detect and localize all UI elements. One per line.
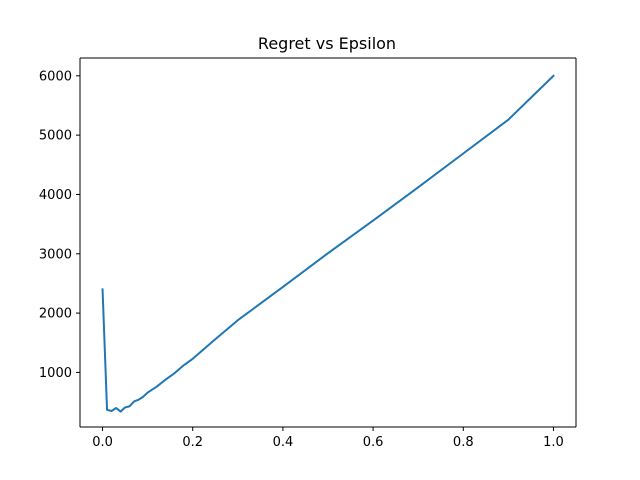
x-tick-label: 0.0	[92, 435, 113, 450]
y-tick-label: 6000	[39, 69, 72, 84]
y-tick-label: 1000	[39, 366, 72, 381]
y-tick-label: 3000	[39, 247, 72, 262]
series-line-0	[101, 74, 555, 413]
x-tick-label: 0.8	[453, 435, 474, 450]
plot-area	[101, 74, 555, 413]
x-tick-label: 1.0	[543, 435, 564, 450]
y-tick-label: 2000	[39, 307, 72, 322]
chart-title: Regret vs Epsilon	[258, 34, 396, 53]
y-tick-label: 5000	[39, 129, 72, 144]
x-tick-label: 0.6	[363, 435, 384, 450]
y-tick-label: 4000	[39, 188, 72, 203]
axes: 0.0 0.2 0.4 0.6 0.8 1.0 1000 2000 3000 4000 5000 60…	[39, 57, 577, 450]
x-tick-label: 0.4	[273, 435, 294, 450]
x-tick-label: 0.2	[182, 435, 203, 450]
